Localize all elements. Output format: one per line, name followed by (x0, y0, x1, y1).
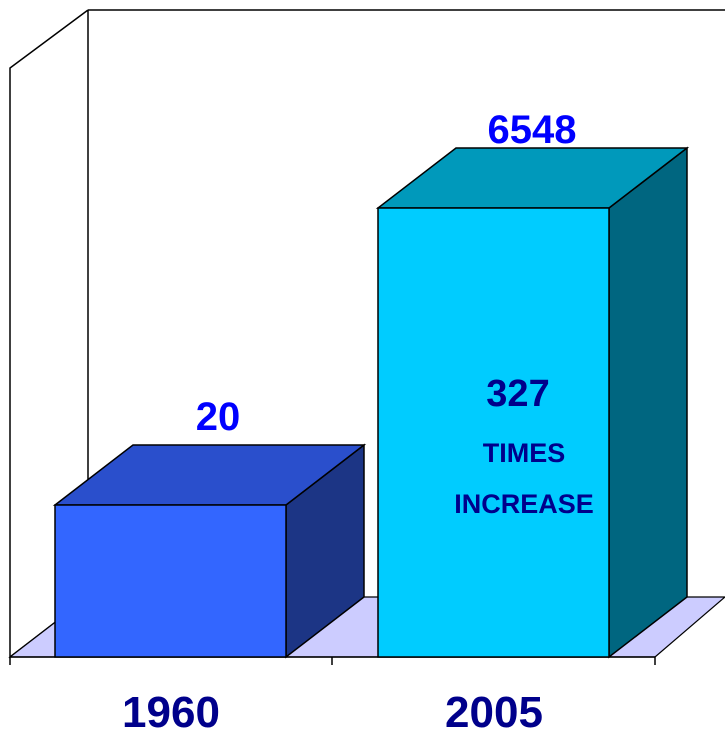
x-tick-label-2005: 2005 (445, 688, 543, 732)
data-label-2005: 6548 (488, 108, 577, 152)
bar-side-face (608, 146, 688, 659)
bar-1960 (52, 443, 367, 659)
annotation-multiplier: 327 (486, 373, 549, 415)
annotation-increase: INCREASE (454, 489, 594, 519)
x-tick-label-1960: 1960 (122, 688, 220, 732)
bar-front-face (377, 207, 610, 658)
bar-front-face (54, 504, 287, 658)
bar-2005 (375, 146, 690, 659)
annotation-times: TIMES (483, 438, 566, 468)
data-label-1960: 20 (196, 395, 241, 439)
